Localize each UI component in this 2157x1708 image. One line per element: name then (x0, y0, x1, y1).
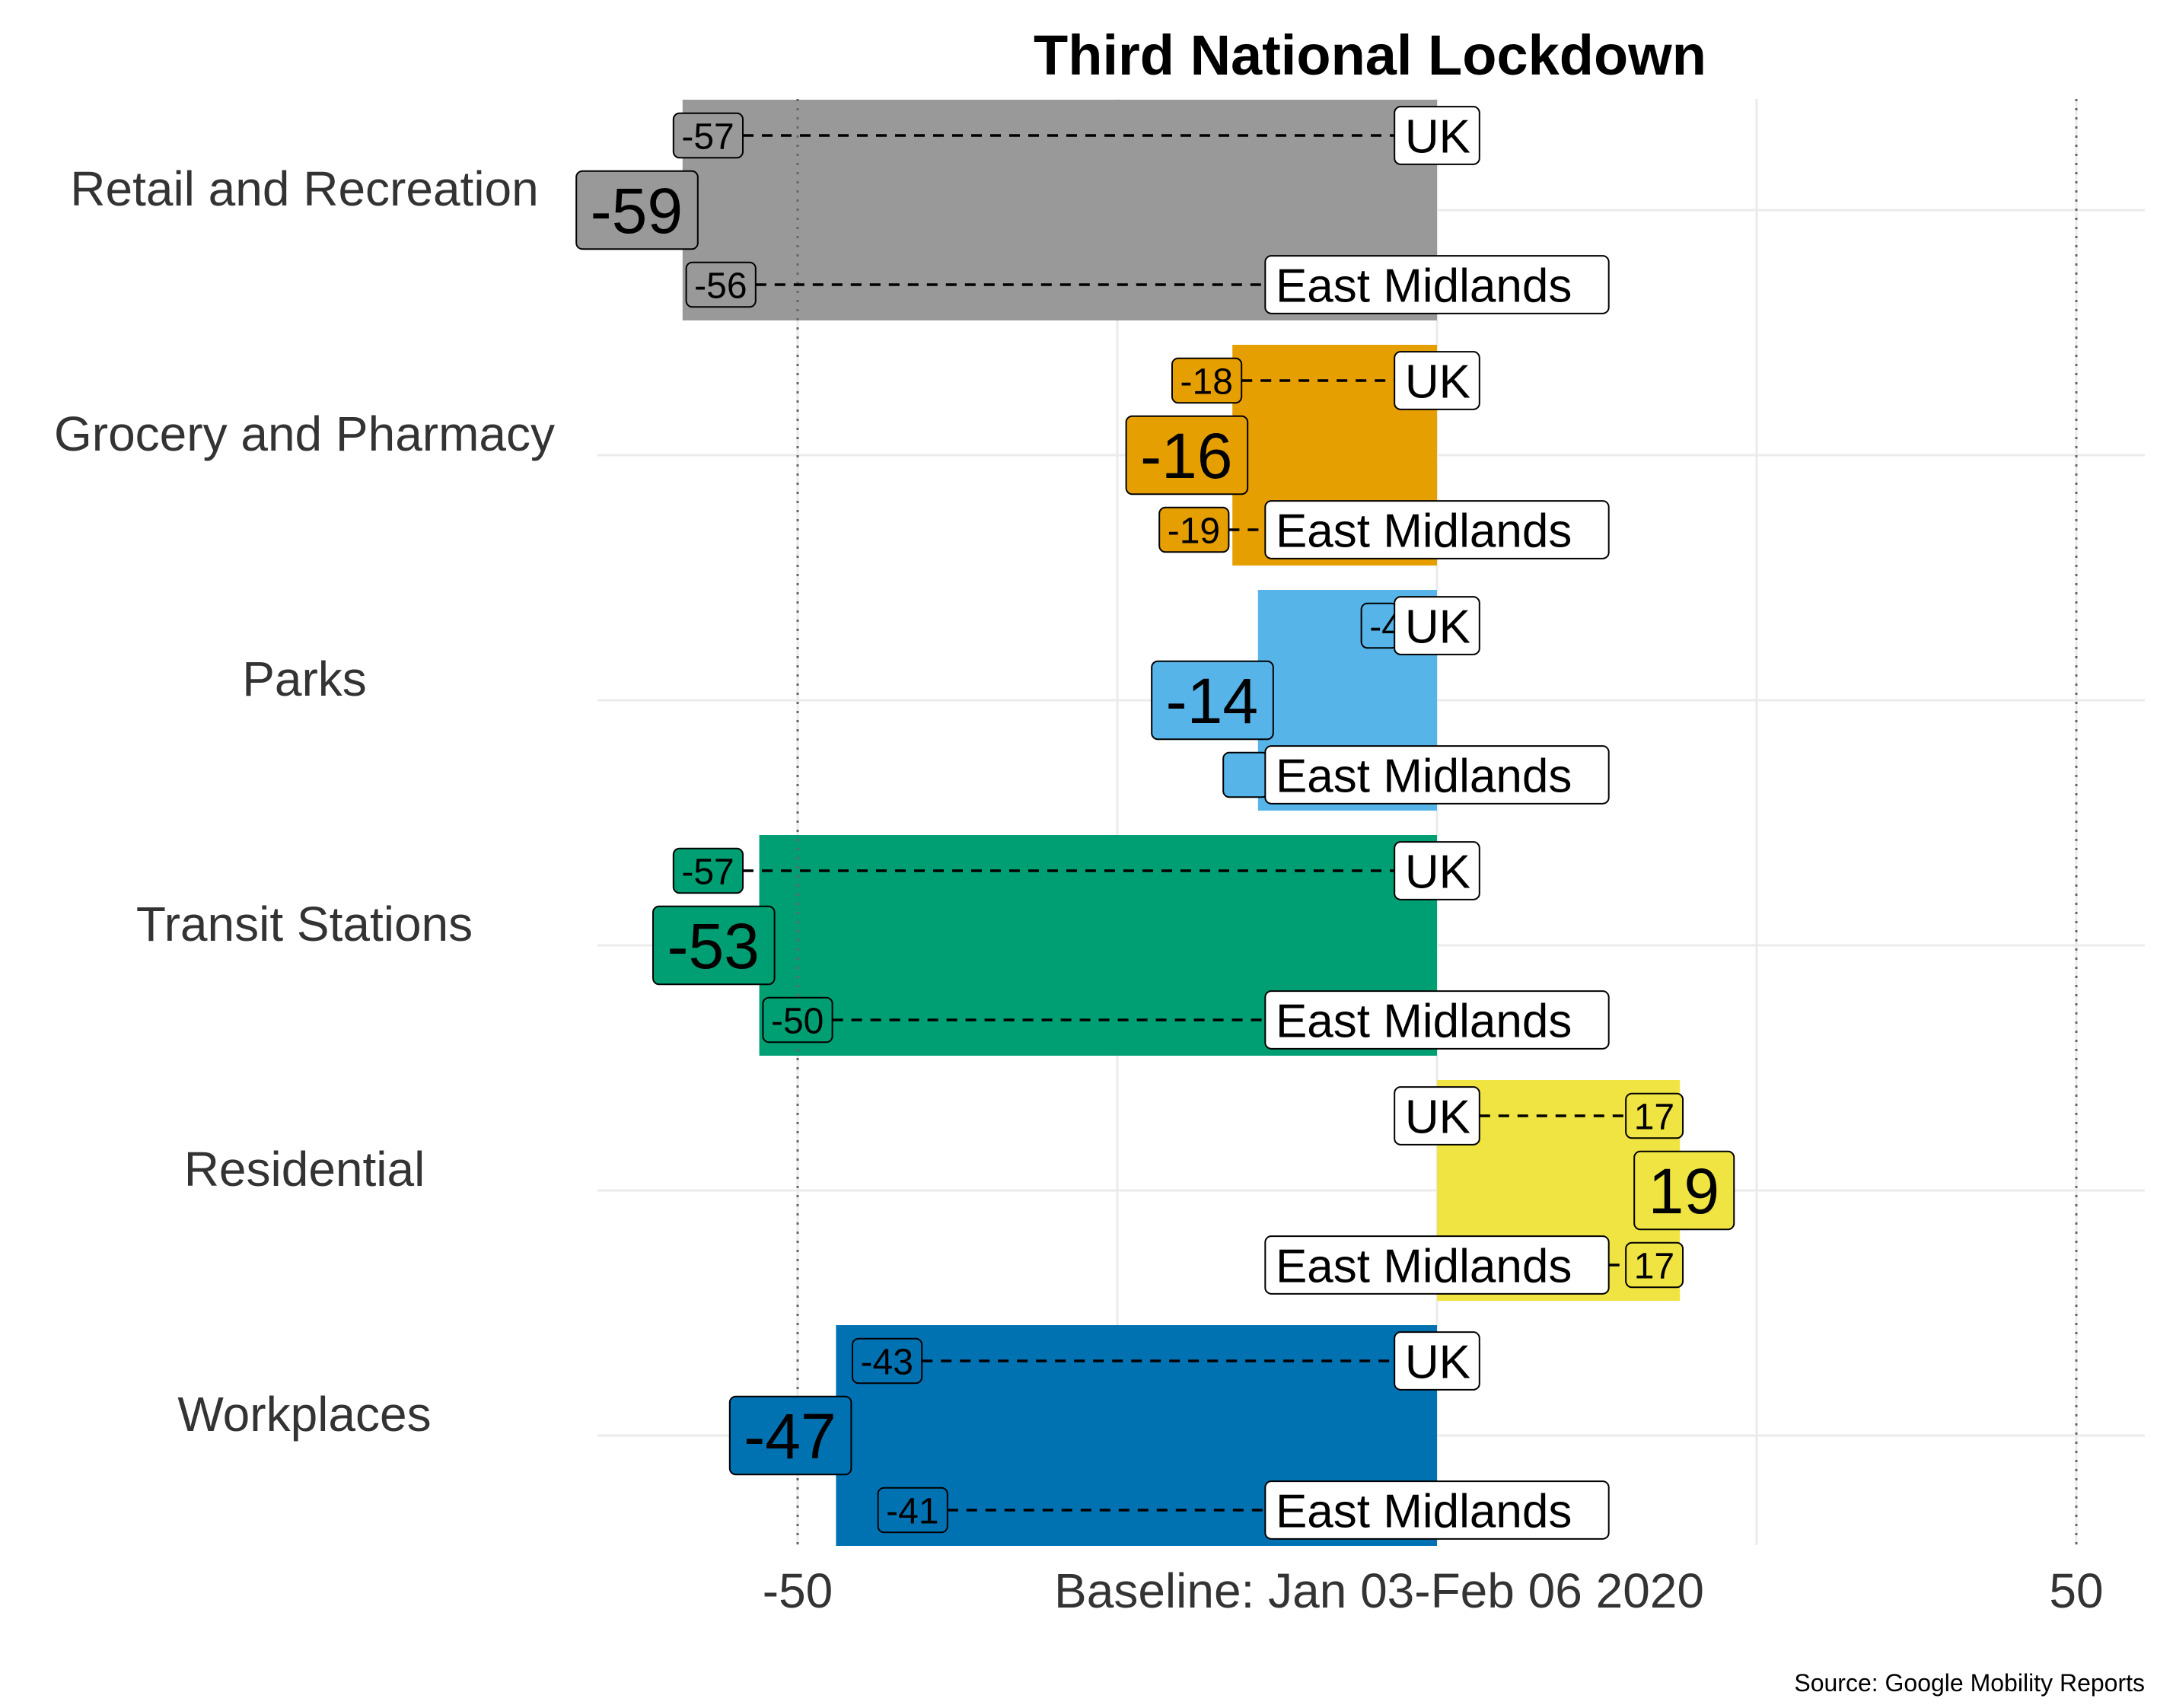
leader-lines (743, 134, 1627, 1512)
category-label: Parks (242, 652, 367, 706)
category-label: Transit Stations (136, 897, 473, 951)
bar-value-label-text: -59 (591, 175, 683, 247)
region-name-label-text: UK (1405, 1091, 1470, 1143)
region-name-label-text: East Midlands (1276, 260, 1572, 312)
region-name-label: UK (1394, 841, 1480, 900)
bar-value-label-text: -47 (744, 1400, 836, 1472)
x-tick-label: -50 (763, 1563, 833, 1618)
region-value-label: -50 (762, 996, 833, 1044)
region-value-label-text: -4 (1369, 607, 1402, 647)
region-name-label: East Midlands (1264, 1235, 1610, 1295)
region-value-label: -19 (1158, 506, 1230, 553)
region-name-label-text: UK (1405, 846, 1470, 898)
region-name-label: UK (1394, 106, 1480, 165)
region-value-label-text: -57 (681, 116, 734, 157)
region-value-label-text: -57 (681, 852, 734, 892)
bar-value-label: -53 (652, 905, 776, 986)
bar-value-label: -47 (728, 1395, 852, 1476)
region-name-label-text: East Midlands (1276, 995, 1572, 1047)
region-value-label: 17 (1625, 1241, 1684, 1289)
region-value-label: -41 (877, 1487, 948, 1534)
bar-value-label: -59 (575, 170, 699, 250)
region-value-label-text: -56 (694, 266, 747, 306)
source-note: Source: Google Mobility Reports (1794, 1669, 2145, 1697)
bar-value-label: 19 (1633, 1150, 1735, 1231)
category-label: Grocery and Pharmacy (54, 406, 555, 461)
region-value-label: -43 (852, 1337, 923, 1385)
region-name-label-text: UK (1405, 355, 1470, 408)
region-value-label-text: 17 (1634, 1097, 1674, 1137)
category-label: Residential (184, 1142, 425, 1197)
bar-value-label-text: -53 (667, 910, 759, 982)
region-name-label: UK (1394, 1331, 1480, 1391)
region-value-label: -57 (672, 112, 744, 159)
region-value-label: -56 (685, 261, 757, 308)
region-value-label: -18 (1171, 357, 1243, 404)
region-name-label-text: East Midlands (1276, 750, 1572, 802)
region-name-label: UK (1394, 1086, 1480, 1146)
chart-title: Third National Lockdown (1034, 24, 1706, 87)
region-name-label: East Midlands (1264, 745, 1610, 805)
region-name-label-text: UK (1405, 110, 1470, 163)
bar-value-label-text: 19 (1649, 1155, 1719, 1227)
region-name-label: East Midlands (1264, 1480, 1610, 1540)
category-label: Workplaces (177, 1387, 431, 1442)
value-labels: -57 UK -56 East Midlands -59 -18 UK -19 East Mid… (575, 106, 1735, 1540)
category-labels: Retail and Recreation Grocery and Pharmac… (54, 161, 555, 1442)
x-tick-labels: -50 Baseline: Jan 03-Feb 06 2020 50 (763, 1563, 2104, 1618)
region-value-label-text: -43 (861, 1342, 913, 1382)
region-value-label-text: -41 (886, 1491, 938, 1531)
reference-lines (796, 99, 2078, 1545)
region-value-label: -4 (1360, 602, 1402, 649)
region-value-label-text: -19 (1168, 511, 1220, 551)
region-name-label: UK (1394, 596, 1480, 655)
category-label: Retail and Recreation (70, 161, 538, 216)
region-name-label: UK (1394, 351, 1480, 410)
region-name-label-text: East Midlands (1276, 1240, 1572, 1292)
region-value-label-text: -50 (771, 1001, 824, 1041)
region-name-label-text: UK (1405, 1336, 1470, 1388)
x-tick-label: 50 (2049, 1563, 2103, 1618)
region-value-label-text: 17 (1634, 1246, 1674, 1286)
bar-value-label: -14 (1151, 660, 1274, 741)
region-name-label-text: East Midlands (1276, 1485, 1572, 1538)
x-tick-label: Baseline: Jan 03-Feb 06 2020 (1054, 1563, 1704, 1618)
region-value-label-text: -18 (1180, 362, 1233, 402)
bar-value-label: -16 (1125, 415, 1249, 496)
bar-value-label-text: -14 (1166, 665, 1258, 737)
region-value-label: -57 (672, 847, 744, 894)
region-name-label: East Midlands (1264, 500, 1610, 559)
bar-value-label-text: -16 (1140, 420, 1232, 492)
region-name-label-text: UK (1405, 601, 1470, 653)
region-name-label: East Midlands (1264, 990, 1610, 1050)
region-name-label-text: East Midlands (1276, 505, 1572, 557)
region-value-label: 17 (1625, 1092, 1684, 1139)
region-name-label: East Midlands (1264, 255, 1610, 314)
bars (682, 100, 1681, 1546)
